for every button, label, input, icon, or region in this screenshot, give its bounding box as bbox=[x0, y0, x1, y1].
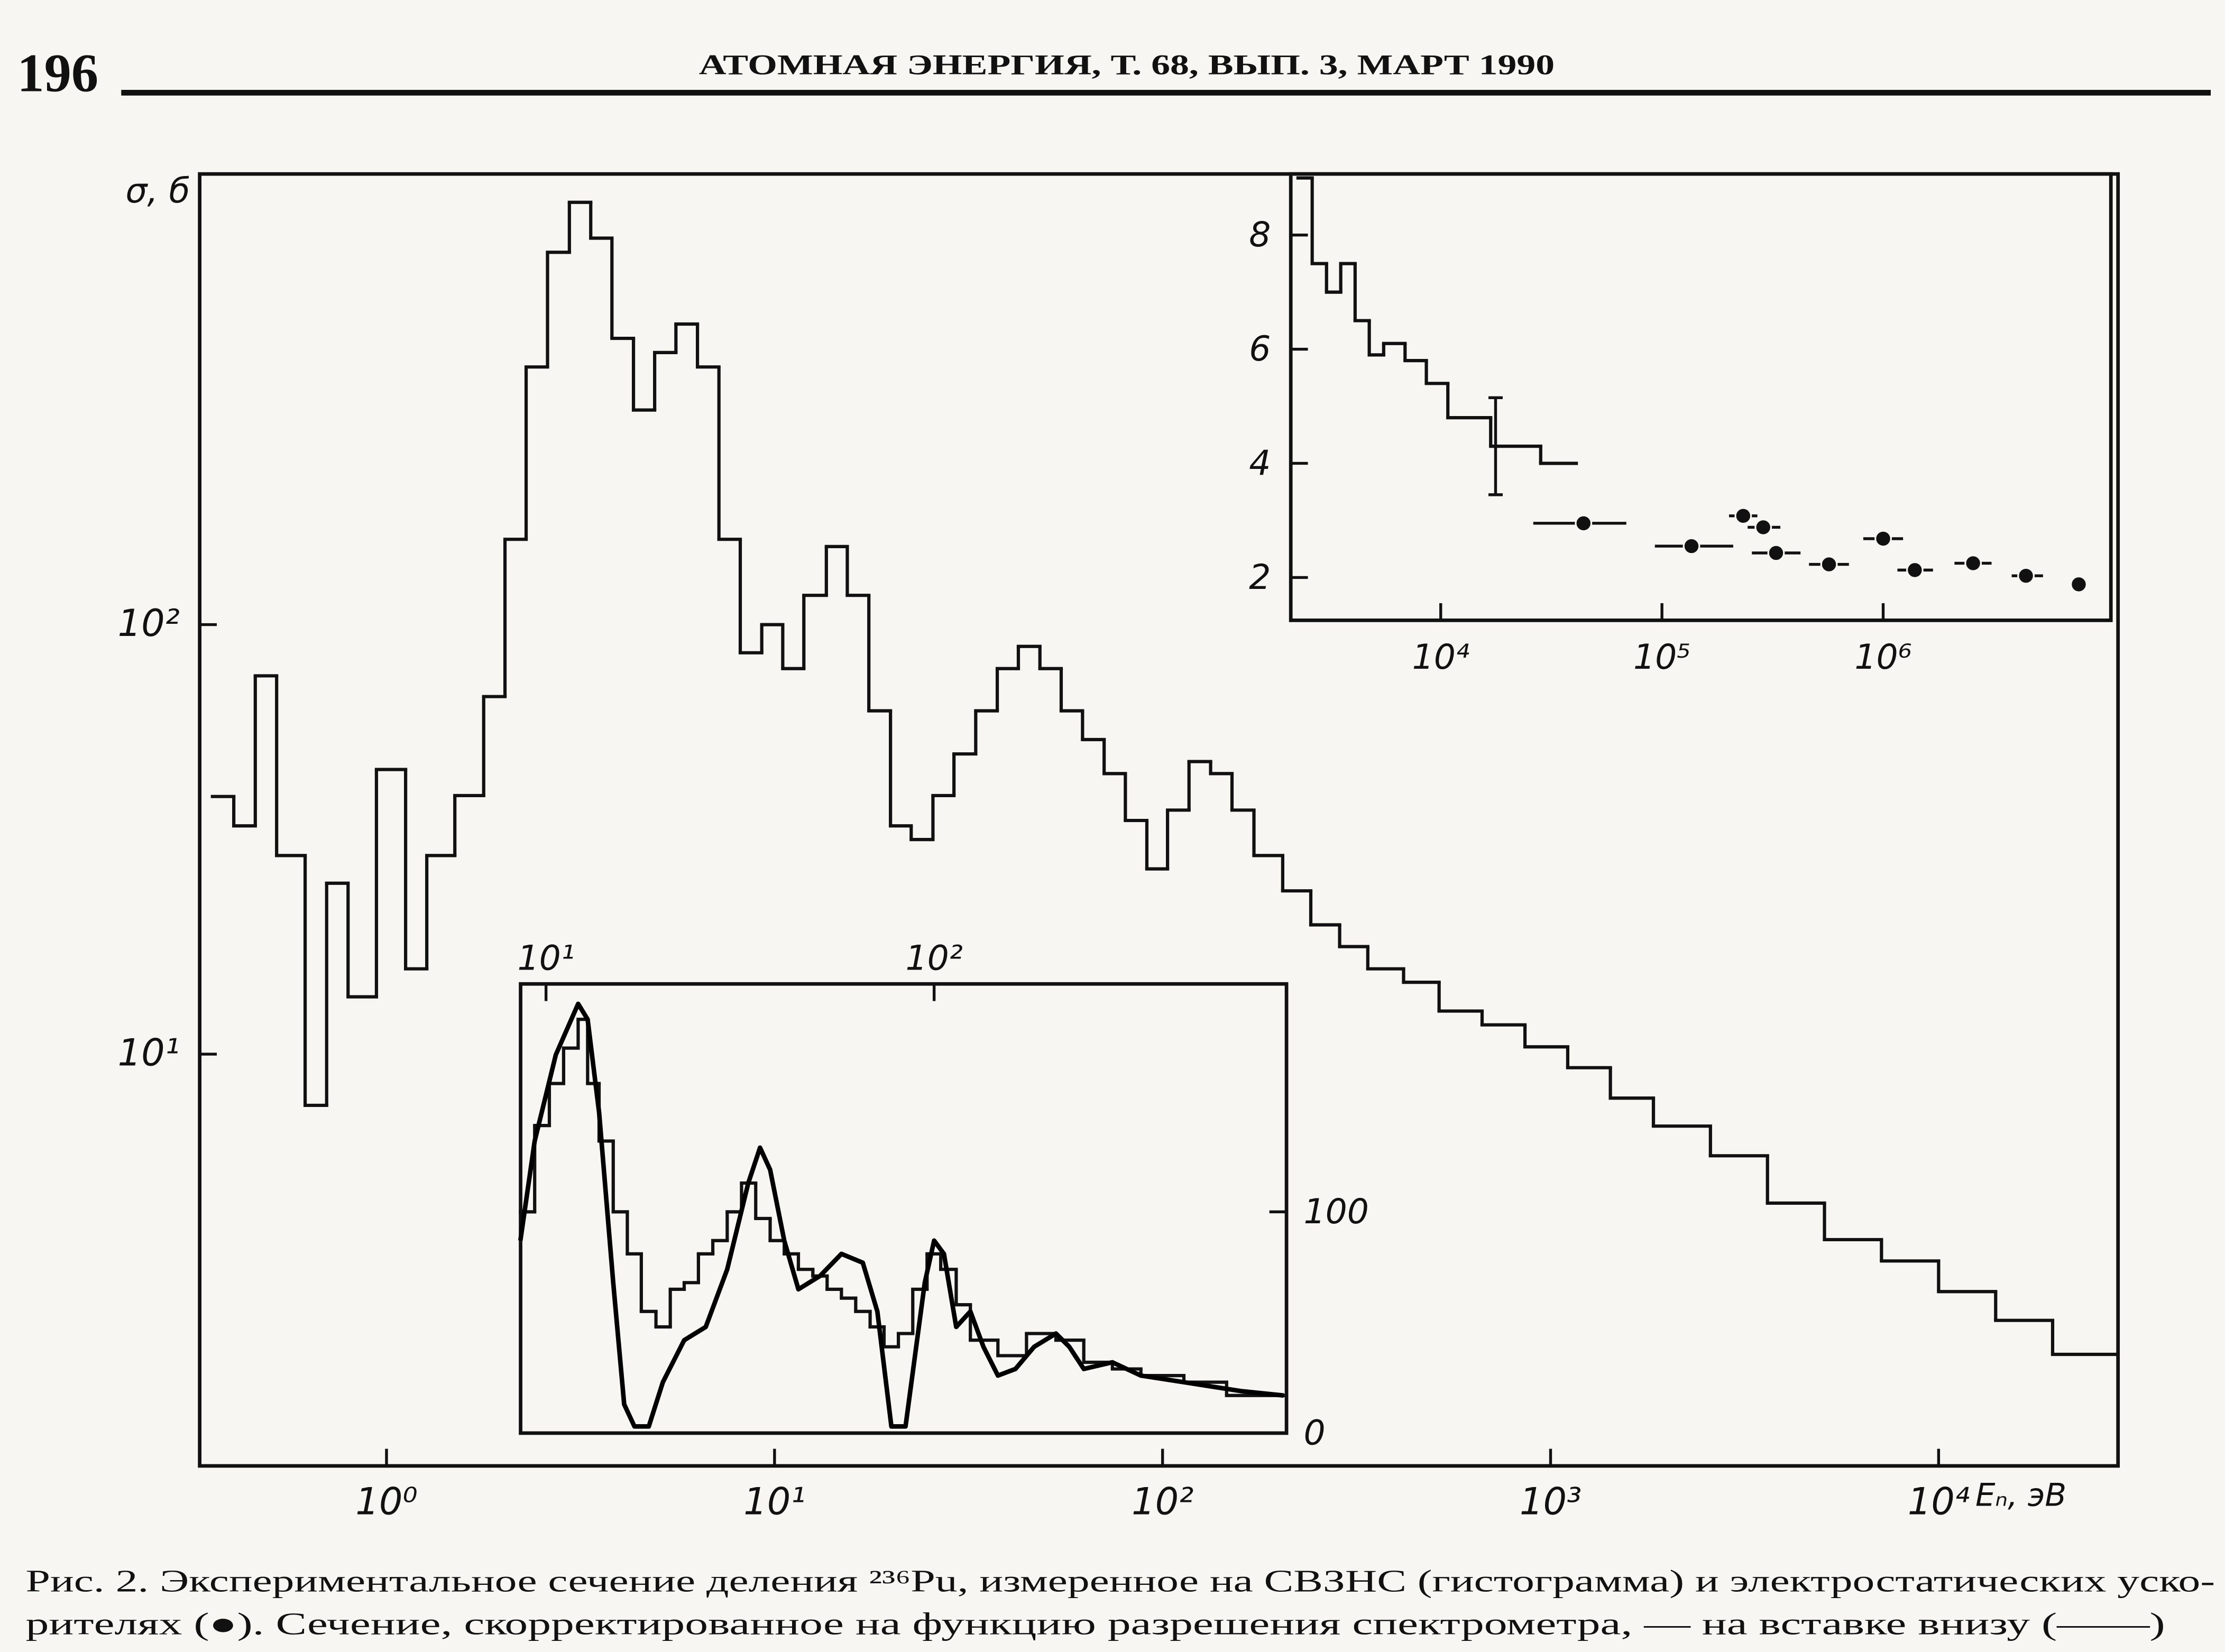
data-point bbox=[1754, 518, 1772, 536]
running-head: АТОМНАЯ ЭНЕРГИЯ, Т. 68, ВЫП. 3, МАРТ 199… bbox=[699, 49, 1555, 80]
data-point bbox=[1734, 507, 1752, 525]
x-tick-label: 10¹ bbox=[517, 938, 574, 978]
y-axis-label: σ, б bbox=[125, 171, 190, 211]
x-tick-label: 10⁴ bbox=[1908, 1480, 1970, 1524]
y-tick-label: 10¹ bbox=[118, 1031, 180, 1075]
y-tick-label: 4 bbox=[1249, 444, 1271, 483]
y-tick-label: 2 bbox=[1249, 558, 1271, 597]
data-point bbox=[1874, 530, 1892, 548]
x-axis-label: Eₙ, эВ bbox=[1975, 1477, 2066, 1513]
y-tick-label: 100 bbox=[1303, 1192, 1369, 1232]
y-tick-label: 10² bbox=[118, 602, 180, 645]
data-point bbox=[1964, 554, 1982, 572]
plot-area: 10⁴ 10⁵ 10⁶ 2 4 6 8 bbox=[1249, 176, 2088, 677]
corrected-curve bbox=[518, 1001, 1284, 1429]
plot-frame bbox=[519, 982, 1289, 1435]
data-point bbox=[2070, 575, 2088, 593]
x-tick-label: 10⁴ bbox=[1412, 638, 1469, 677]
x-tick-label: 10¹ bbox=[743, 1480, 805, 1524]
x-tick-label: 10² bbox=[905, 938, 962, 978]
plot-frame bbox=[198, 172, 2120, 1468]
plot-frame bbox=[1289, 172, 2113, 622]
x-tick-label: 10² bbox=[1132, 1480, 1193, 1524]
page-number: 196 bbox=[17, 44, 98, 104]
data-point bbox=[1820, 556, 1838, 574]
caption-line: Рис. 2. Экспериментальное сечение делени… bbox=[26, 1563, 2215, 1598]
data-point bbox=[1767, 544, 1785, 562]
caption-line: рителях (●). Сечение, скорректированное … bbox=[26, 1606, 2165, 1641]
x-tick-label: 10³ bbox=[1520, 1480, 1582, 1524]
x-tick-label: 10⁵ bbox=[1633, 638, 1690, 677]
x-tick-label: 10⁰ bbox=[355, 1480, 417, 1524]
plot-area: 10¹ 10² 0 100 bbox=[517, 938, 1368, 1453]
y-tick-label: 0 bbox=[1303, 1414, 1325, 1453]
x-tick-label: 10⁶ bbox=[1854, 638, 1911, 677]
plot-area: 10⁰ 10¹ 10² 10³ 10⁴ 10¹ 10² bbox=[118, 200, 2119, 1524]
data-point bbox=[2017, 567, 2035, 585]
data-point bbox=[1906, 561, 1924, 579]
data-point bbox=[1682, 537, 1700, 555]
y-tick-label: 6 bbox=[1249, 329, 1271, 369]
data-point bbox=[1575, 514, 1593, 532]
y-tick-label: 8 bbox=[1249, 215, 1271, 255]
